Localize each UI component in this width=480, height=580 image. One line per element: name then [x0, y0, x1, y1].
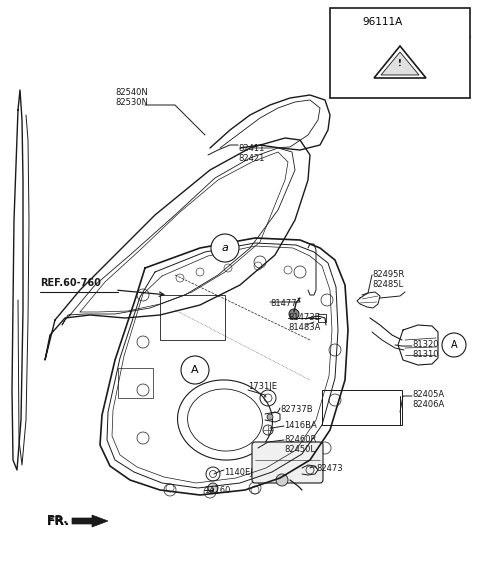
- FancyBboxPatch shape: [252, 442, 323, 483]
- Circle shape: [181, 356, 209, 384]
- Text: 82495R
82485L: 82495R 82485L: [372, 270, 404, 289]
- Circle shape: [276, 474, 288, 486]
- Text: 81477: 81477: [270, 299, 297, 308]
- Text: 82405A
82406A: 82405A 82406A: [412, 390, 444, 409]
- Circle shape: [208, 483, 218, 493]
- Text: 96111A: 96111A: [408, 17, 445, 27]
- Bar: [118, 368, 153, 398]
- Text: A: A: [451, 340, 457, 350]
- Text: 96111A: 96111A: [362, 17, 402, 27]
- Text: FR.: FR.: [47, 515, 70, 528]
- Circle shape: [267, 414, 273, 420]
- Polygon shape: [381, 52, 419, 75]
- Bar: [330, 8, 470, 98]
- Text: a: a: [222, 243, 228, 253]
- Text: !: !: [398, 60, 402, 68]
- Text: FR.: FR.: [47, 515, 68, 525]
- Bar: [160, 295, 225, 340]
- Circle shape: [289, 309, 299, 319]
- Text: 82460R
82450L: 82460R 82450L: [284, 435, 316, 454]
- Text: 1731JE: 1731JE: [248, 382, 277, 391]
- Text: 82737B: 82737B: [280, 405, 312, 414]
- Circle shape: [211, 234, 239, 262]
- Text: REF.60-760: REF.60-760: [40, 278, 101, 288]
- Text: 82411
82421: 82411 82421: [238, 144, 264, 164]
- Circle shape: [442, 333, 466, 357]
- Circle shape: [336, 12, 356, 32]
- Text: 1416BA: 1416BA: [284, 421, 317, 430]
- Text: 82540N
82530N: 82540N 82530N: [116, 88, 148, 107]
- Text: A: A: [191, 365, 199, 375]
- Text: 14160: 14160: [204, 486, 230, 495]
- Text: 82473: 82473: [316, 464, 343, 473]
- Text: 81473E
81483A: 81473E 81483A: [288, 313, 320, 332]
- Text: 81320
81310: 81320 81310: [412, 340, 439, 360]
- Polygon shape: [72, 515, 108, 527]
- Text: a: a: [343, 17, 349, 27]
- Text: 1140EJ: 1140EJ: [224, 468, 253, 477]
- Bar: [322, 390, 402, 425]
